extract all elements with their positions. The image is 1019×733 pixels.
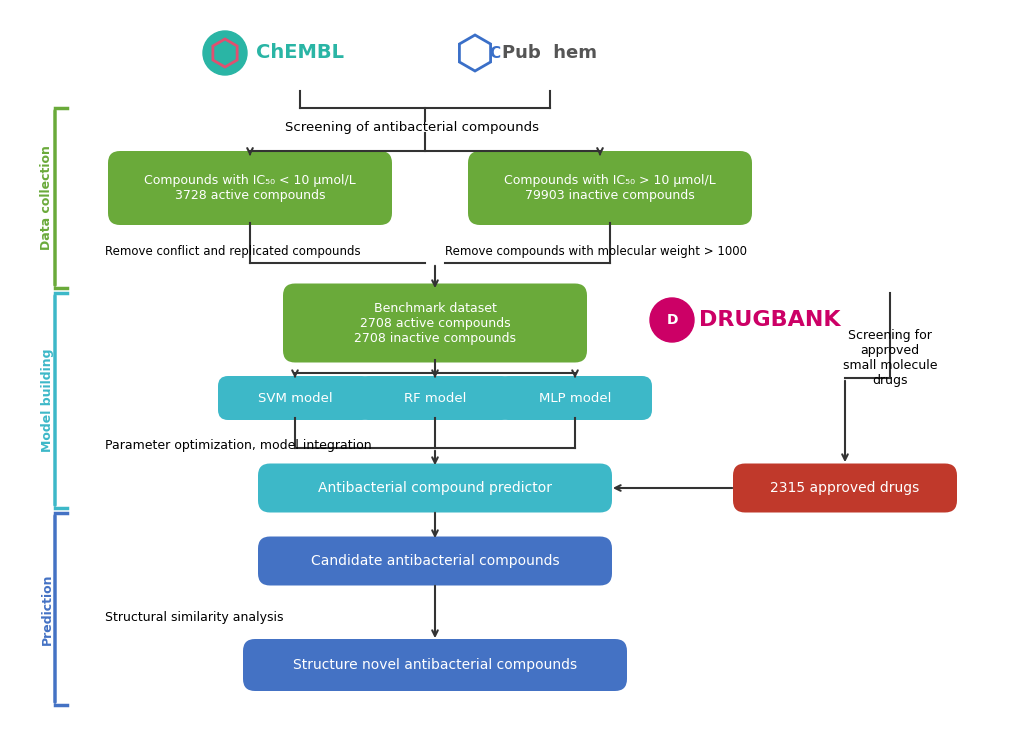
FancyBboxPatch shape: [444, 10, 654, 95]
Text: Benchmark dataset
2708 active compounds
2708 inactive compounds: Benchmark dataset 2708 active compounds …: [354, 301, 516, 345]
Text: Parameter optimization, model integration: Parameter optimization, model integratio…: [105, 438, 371, 452]
Text: DRUGBANK: DRUGBANK: [699, 310, 840, 330]
FancyBboxPatch shape: [733, 463, 956, 512]
FancyBboxPatch shape: [258, 537, 611, 586]
Text: RF model: RF model: [404, 391, 466, 405]
Text: Remove conflict and replicated compounds: Remove conflict and replicated compounds: [105, 245, 361, 257]
Text: Candidate antibacterial compounds: Candidate antibacterial compounds: [311, 554, 558, 568]
Text: C: C: [489, 45, 500, 61]
FancyBboxPatch shape: [497, 376, 651, 420]
Text: SVM model: SVM model: [258, 391, 332, 405]
Text: Compounds with IC₅₀ < 10 μmol/L
3728 active compounds: Compounds with IC₅₀ < 10 μmol/L 3728 act…: [144, 174, 356, 202]
Text: 2315 approved drugs: 2315 approved drugs: [769, 481, 919, 495]
FancyBboxPatch shape: [282, 284, 586, 363]
Text: Structure novel antibacterial compounds: Structure novel antibacterial compounds: [292, 658, 577, 672]
Text: Model building: Model building: [41, 349, 53, 452]
FancyBboxPatch shape: [468, 151, 751, 225]
FancyBboxPatch shape: [218, 376, 372, 420]
Text: ChEMBL: ChEMBL: [256, 43, 343, 62]
FancyBboxPatch shape: [243, 639, 627, 691]
FancyBboxPatch shape: [258, 463, 611, 512]
Text: Compounds with IC₅₀ > 10 μmol/L
79903 inactive compounds: Compounds with IC₅₀ > 10 μmol/L 79903 in…: [503, 174, 715, 202]
Circle shape: [203, 31, 247, 75]
Text: Antibacterial compound predictor: Antibacterial compound predictor: [318, 481, 551, 495]
FancyBboxPatch shape: [108, 151, 391, 225]
Circle shape: [649, 298, 693, 342]
Text: Screening of antibacterial compounds: Screening of antibacterial compounds: [284, 122, 538, 134]
Text: Remove compounds with molecular weight > 1000: Remove compounds with molecular weight >…: [444, 245, 746, 257]
Text: Structural similarity analysis: Structural similarity analysis: [105, 611, 283, 625]
Text: Data collection: Data collection: [41, 146, 53, 251]
Text: Screening for
approved
small molecule
drugs: Screening for approved small molecule dr…: [842, 329, 936, 387]
Text: D: D: [665, 313, 677, 327]
Text: Pub  hem: Pub hem: [502, 44, 597, 62]
FancyBboxPatch shape: [358, 376, 512, 420]
Text: Prediction: Prediction: [41, 573, 53, 645]
Text: MLP model: MLP model: [538, 391, 610, 405]
FancyBboxPatch shape: [195, 10, 405, 95]
